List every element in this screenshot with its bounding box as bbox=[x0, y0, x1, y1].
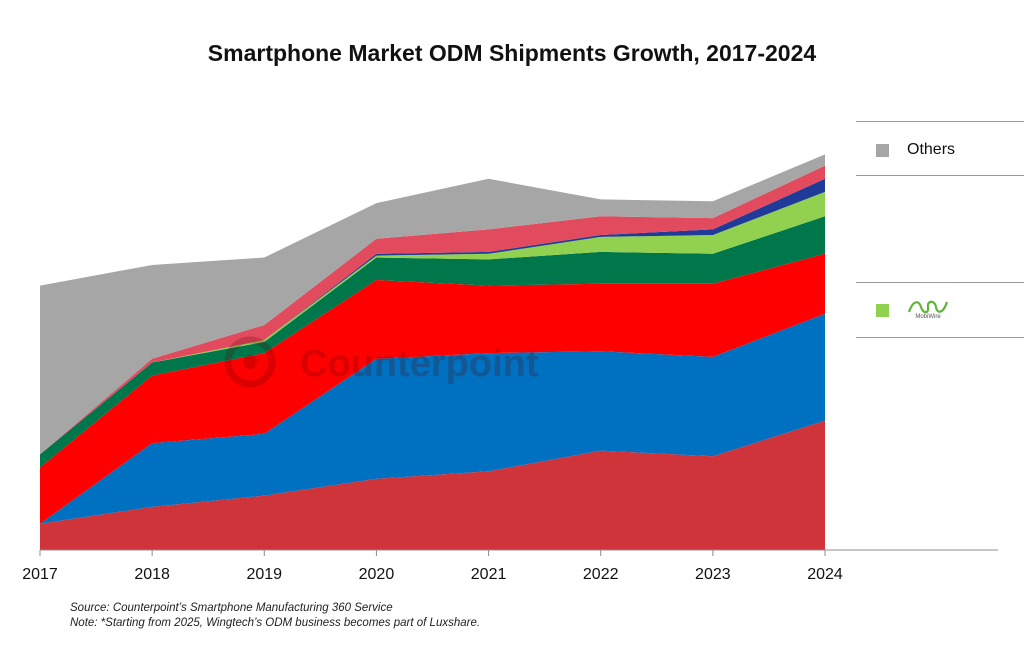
area-series-2 bbox=[40, 253, 825, 524]
x-tick-label: 2023 bbox=[695, 566, 731, 583]
mobiwire-logo-icon bbox=[907, 300, 949, 314]
legend-divider bbox=[856, 121, 1024, 122]
x-tick-label: 2024 bbox=[807, 566, 843, 583]
watermark-logo-icon bbox=[224, 336, 276, 388]
x-axis: 2017 2018 2019 2020 2021 2022 2023 2024 bbox=[22, 549, 998, 583]
mobiwire-logo-text: MobiWire bbox=[915, 314, 941, 320]
legend-divider bbox=[856, 337, 1024, 338]
legend-item-mobiwire: MobiWire bbox=[856, 284, 1024, 336]
legend-divider bbox=[856, 282, 1024, 283]
watermark-text: Counterpoint bbox=[300, 343, 539, 385]
source-note: Source: Counterpoint’s Smartphone Manufa… bbox=[70, 601, 480, 631]
x-tick-label: 2021 bbox=[471, 566, 507, 583]
x-tick-label: 2020 bbox=[359, 566, 395, 583]
x-tick-label: 2022 bbox=[583, 566, 619, 583]
source-line: Source: Counterpoint’s Smartphone Manufa… bbox=[70, 602, 393, 614]
watermark: Counterpoint bbox=[224, 336, 539, 388]
watermark-logo-dot bbox=[243, 355, 257, 369]
note-line: Note: *Starting from 2025, Wingtech’s OD… bbox=[70, 617, 481, 629]
legend-swatch-others bbox=[876, 143, 889, 157]
x-tick-label: 2018 bbox=[134, 566, 170, 583]
mobiwire-logo: MobiWire bbox=[907, 300, 949, 320]
legend-divider bbox=[856, 175, 1024, 176]
chart-title: Smartphone Market ODM Shipments Growth, … bbox=[207, 40, 817, 66]
legend-label-others: Others bbox=[907, 141, 956, 158]
x-tick-label: 2019 bbox=[246, 566, 282, 583]
area-series-group bbox=[40, 154, 825, 550]
area-series-7 bbox=[40, 154, 825, 455]
area-series-0 bbox=[40, 420, 825, 550]
x-tick-label: 2017 bbox=[22, 566, 58, 583]
area-series-3 bbox=[40, 216, 825, 468]
legend-item-others: Others bbox=[856, 124, 1024, 176]
area-series-1 bbox=[40, 313, 825, 524]
legend-swatch-mobiwire bbox=[876, 303, 889, 317]
